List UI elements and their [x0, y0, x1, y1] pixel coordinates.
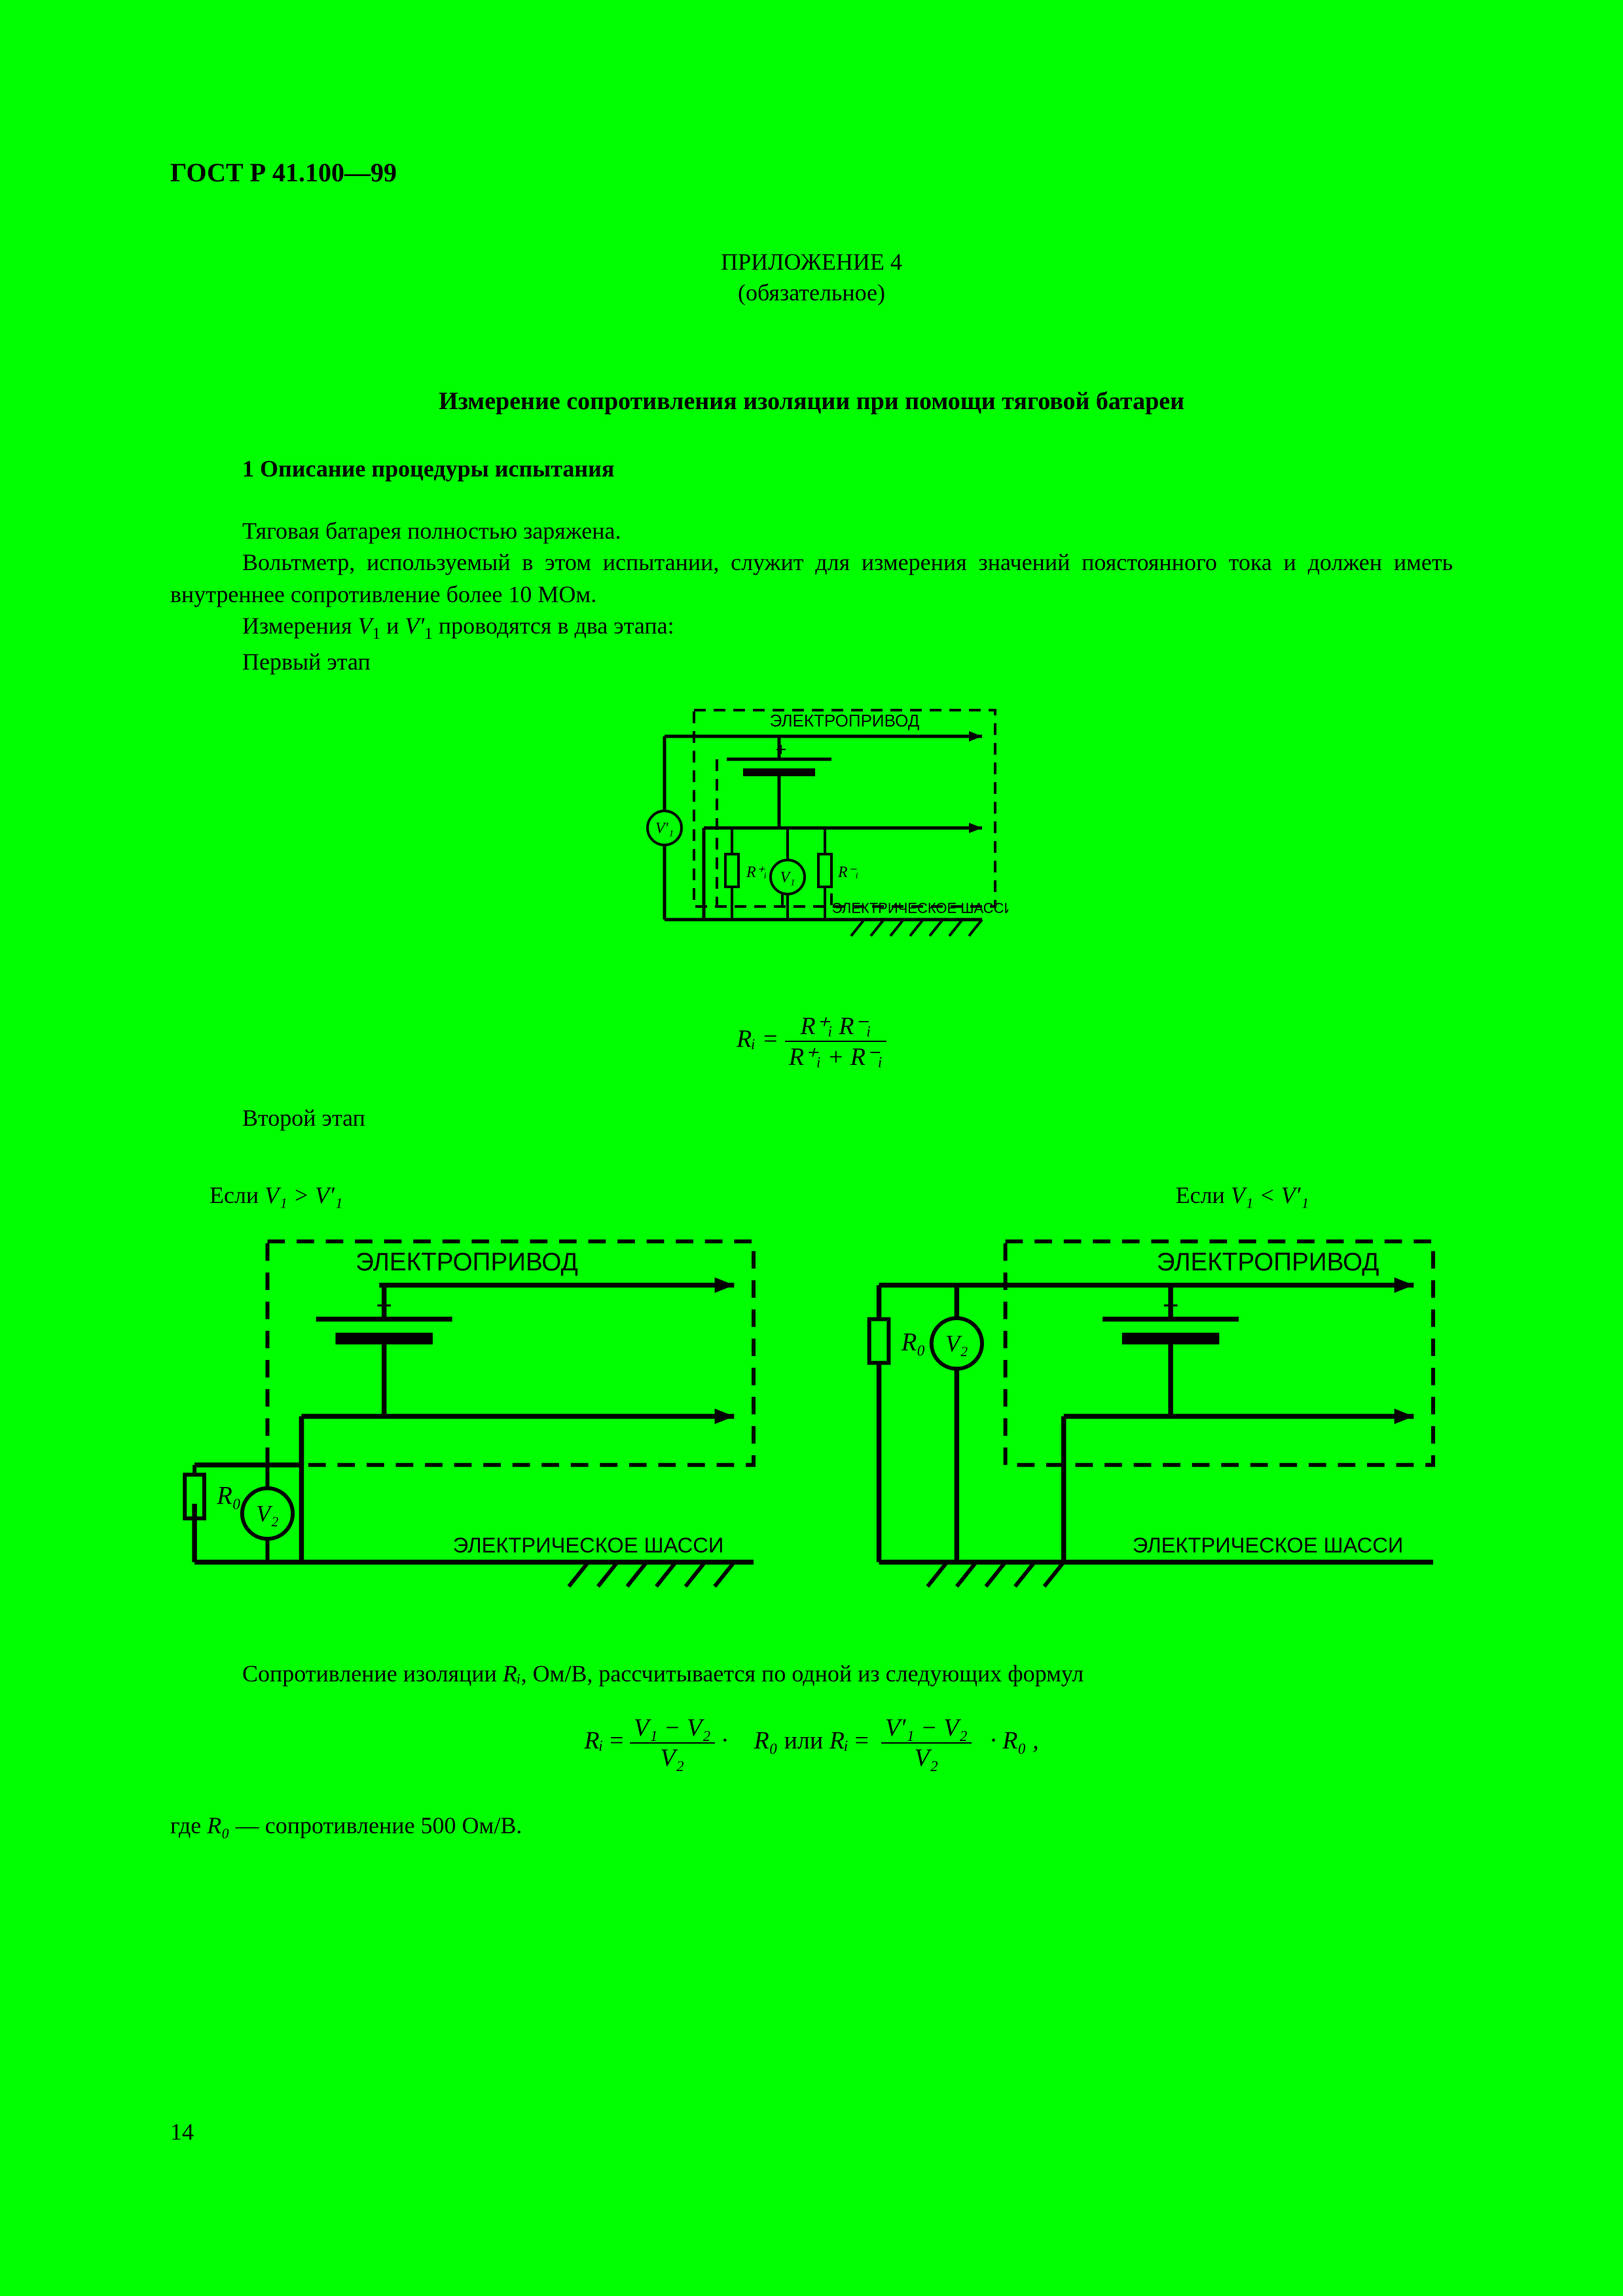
svg-text:V′₁: V′₁: [655, 820, 673, 837]
svg-text:R₀: R₀: [901, 1329, 926, 1356]
p3-and: и: [380, 613, 405, 639]
where-clause: где R₀ — сопротивление 500 Ом/В.: [170, 1812, 1453, 1839]
svg-text:ЭЛЕКТРИЧЕСКОЕ ШАССИ: ЭЛЕКТРИЧЕСКОЕ ШАССИ: [1133, 1533, 1404, 1557]
cond-left: Если V₁ > V′₁: [170, 1181, 773, 1209]
main-title: Измерение сопротивления изоляции при пом…: [170, 387, 1453, 416]
f1-eq: =: [756, 1026, 785, 1053]
f1-den: R⁺ᵢ + R⁻ᵢ: [785, 1042, 886, 1071]
svg-text:R⁻ᵢ: R⁻ᵢ: [837, 864, 858, 881]
para-1: Тяговая батарея полностью заряжена.: [170, 515, 1453, 547]
appendix-note: (обязательное): [170, 278, 1453, 308]
svg-text:V₁: V₁: [780, 869, 795, 886]
stage2-row: Если V₁ > V′₁ ЭЛЕКТРОПРИВОД +: [170, 1158, 1453, 1614]
svg-text:R₀: R₀: [216, 1482, 241, 1510]
drive-label: ЭЛЕКТРОПРИВОД: [769, 711, 919, 730]
svg-text:ЭЛЕКТРОПРИВОД: ЭЛЕКТРОПРИВОД: [356, 1248, 578, 1276]
f1-num: R⁺ᵢ R⁻ᵢ: [785, 1011, 886, 1042]
svg-text:ЭЛЕКТРИЧЕСКОЕ ШАССИ: ЭЛЕКТРИЧЕСКОЕ ШАССИ: [453, 1533, 724, 1557]
section-1-heading: 1 Описание процедуры испытания: [242, 455, 1453, 482]
svg-text:ЭЛЕКТРИЧЕСКОЕ ШАССИ: ЭЛЕКТРИЧЕСКОЕ ШАССИ: [831, 900, 1008, 916]
stage2-right: Если V₁ < V′₁ ЭЛЕКТРОПРИВОД +: [850, 1158, 1453, 1614]
resistance-intro: Сопротивление изоляции Rᵢ, Ом/В, рассчит…: [170, 1660, 1453, 1687]
para-3: Измерения V1 и V′1 проводятся в два этап…: [170, 610, 1453, 645]
diagram-stage2-right: ЭЛЕКТРОПРИВОД + R₀: [850, 1222, 1453, 1611]
diagram-stage-1: ЭЛЕКТРОПРИВОД + V′₁ R: [615, 697, 1008, 1071]
cond-right: Если V₁ < V′₁: [850, 1181, 1453, 1209]
svg-text:+: +: [775, 739, 786, 761]
p3-prefix: Измерения: [242, 613, 358, 639]
svg-text:ЭЛЕКТРОПРИВОД: ЭЛЕКТРОПРИВОД: [1157, 1248, 1379, 1276]
page: ГОСТ Р 41.100—99 ПРИЛОЖЕНИЕ 4 (обязатель…: [0, 0, 1623, 2296]
f1-lhs: Rᵢ: [737, 1026, 756, 1053]
appendix-block: ПРИЛОЖЕНИЕ 4 (обязательное): [170, 247, 1453, 308]
formula-final: Rᵢ = V₁ − V₂V₂ · R₀ или Rᵢ = V′₁ − V₂V₂ …: [170, 1713, 1453, 1772]
stage2-label: Второй этап: [170, 1104, 1453, 1132]
appendix-title: ПРИЛОЖЕНИЕ 4: [170, 247, 1453, 278]
formula-stage-1: Rᵢ = R⁺ᵢ R⁻ᵢR⁺ᵢ + R⁻ᵢ: [615, 1011, 1008, 1071]
para-2: Вольтметр, используемый в этом испытании…: [170, 547, 1453, 610]
document-code: ГОСТ Р 41.100—99: [170, 157, 1453, 188]
p3-v1: V: [358, 613, 373, 639]
stage2-left: Если V₁ > V′₁ ЭЛЕКТРОПРИВОД +: [170, 1158, 773, 1614]
diagram-stage2-left: ЭЛЕКТРОПРИВОД +: [170, 1222, 773, 1611]
svg-text:V₂: V₂: [256, 1501, 278, 1527]
svg-text:R⁺ᵢ: R⁺ᵢ: [746, 864, 767, 881]
svg-text:V₂: V₂: [946, 1331, 968, 1357]
p3-v1p: V′: [405, 613, 424, 639]
para-4-stage1: Первый этап: [170, 646, 1453, 678]
page-number: 14: [170, 2118, 194, 2145]
p3-suffix: проводятся в два этапа:: [433, 613, 674, 639]
